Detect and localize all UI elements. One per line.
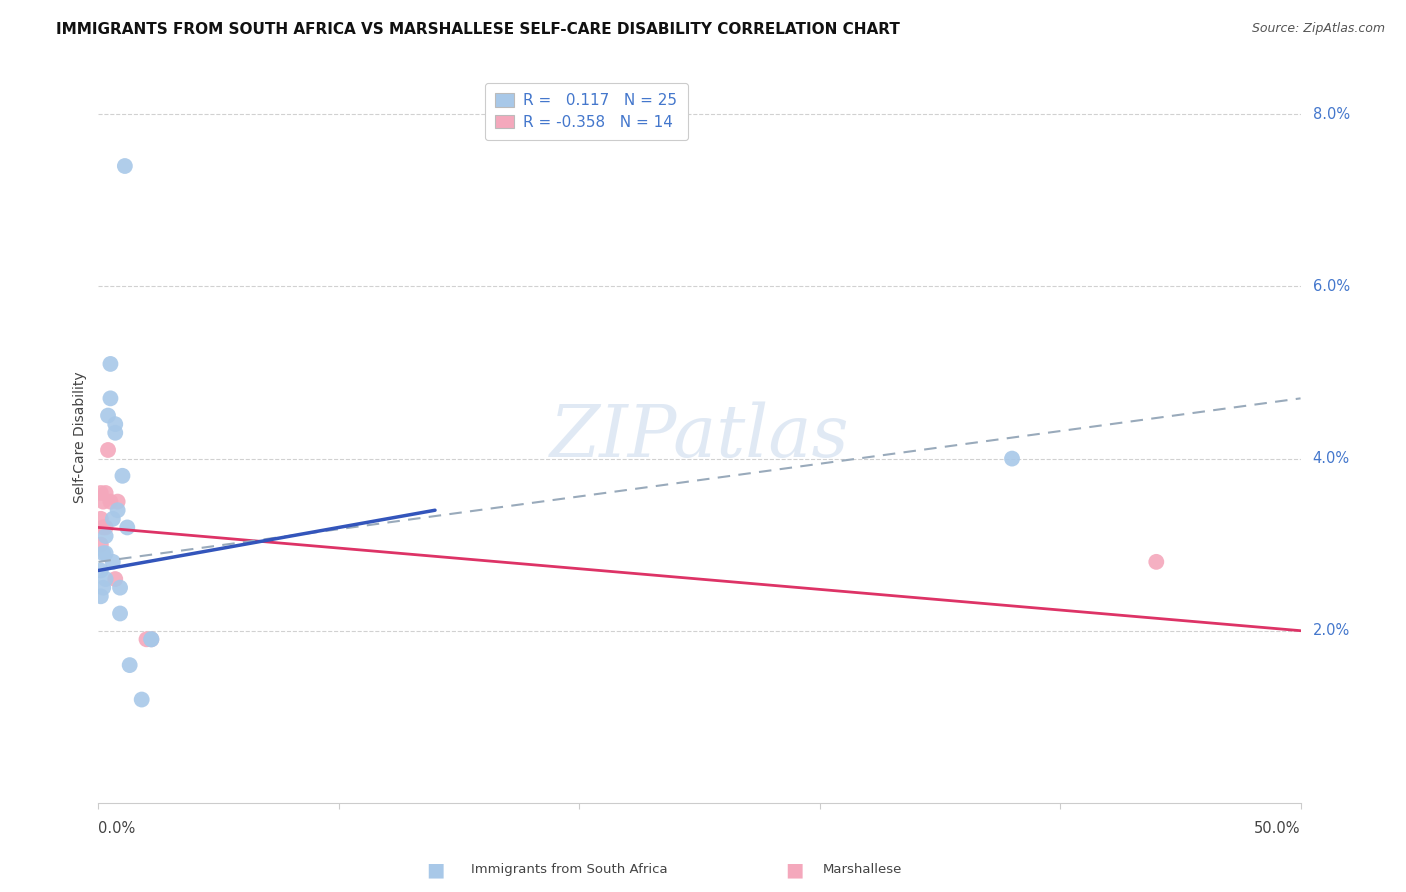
Text: Marshallese: Marshallese: [823, 863, 901, 876]
Point: [94, 529, 117, 543]
Point: [97, 409, 120, 423]
Point: [107, 494, 129, 508]
Point: [114, 159, 136, 173]
Point: [94, 546, 117, 560]
Point: [94, 520, 117, 534]
Point: [1001, 451, 1024, 466]
Point: [117, 520, 139, 534]
Point: [104, 417, 127, 432]
Point: [118, 658, 141, 673]
Point: [90, 512, 112, 526]
Point: [100, 392, 122, 406]
Point: [100, 494, 122, 508]
Text: Immigrants from South Africa: Immigrants from South Africa: [471, 863, 668, 876]
Text: 50.0%: 50.0%: [1254, 821, 1301, 836]
Text: 2.0%: 2.0%: [1313, 624, 1350, 638]
Point: [90, 564, 112, 578]
Point: [141, 632, 163, 647]
Text: 4.0%: 4.0%: [1313, 451, 1350, 467]
Point: [1144, 555, 1167, 569]
Point: [101, 555, 124, 569]
Point: [94, 486, 117, 500]
Point: [91, 581, 114, 595]
Point: [91, 520, 114, 534]
Point: [107, 503, 129, 517]
Point: [141, 632, 163, 647]
Point: [135, 632, 157, 647]
Point: [104, 425, 127, 440]
Point: [131, 692, 153, 706]
Point: [94, 572, 117, 586]
Point: [90, 486, 112, 500]
Point: [100, 357, 122, 371]
Point: [90, 589, 112, 603]
Point: [91, 546, 114, 560]
Point: [91, 494, 114, 508]
Y-axis label: Self-Care Disability: Self-Care Disability: [73, 371, 87, 503]
Text: ZIPatlas: ZIPatlas: [550, 401, 849, 473]
Text: IMMIGRANTS FROM SOUTH AFRICA VS MARSHALLESE SELF-CARE DISABILITY CORRELATION CHA: IMMIGRANTS FROM SOUTH AFRICA VS MARSHALL…: [56, 22, 900, 37]
Point: [101, 512, 124, 526]
Point: [111, 468, 134, 483]
Text: 6.0%: 6.0%: [1313, 279, 1350, 294]
Legend: R =   0.117   N = 25, R = -0.358   N = 14: R = 0.117 N = 25, R = -0.358 N = 14: [485, 83, 688, 140]
Text: ■: ■: [785, 860, 804, 880]
Point: [104, 572, 127, 586]
Text: 8.0%: 8.0%: [1313, 107, 1350, 122]
Point: [90, 538, 112, 552]
Text: ■: ■: [426, 860, 446, 880]
Text: Source: ZipAtlas.com: Source: ZipAtlas.com: [1251, 22, 1385, 36]
Point: [108, 581, 131, 595]
Point: [97, 442, 120, 457]
Point: [108, 607, 131, 621]
Point: [141, 632, 163, 647]
Text: 0.0%: 0.0%: [98, 821, 135, 836]
